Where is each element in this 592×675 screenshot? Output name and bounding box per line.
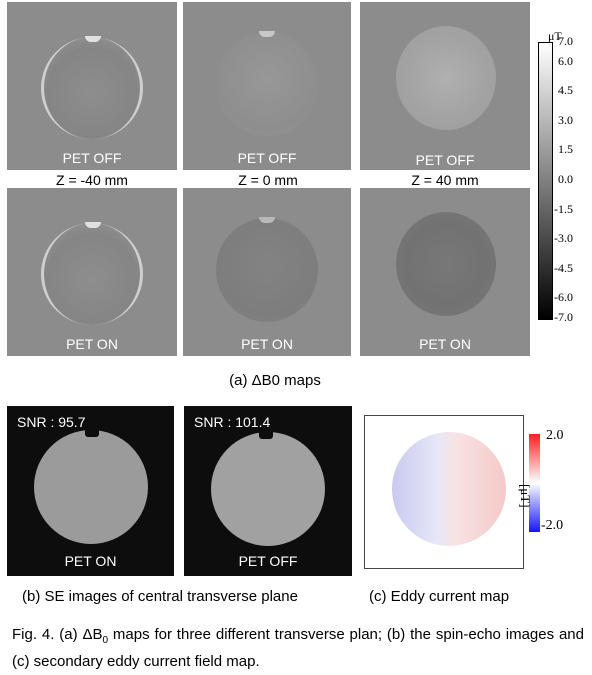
b0-map-off-z40: PET OFF <box>360 2 530 170</box>
b0-map-off-z-40: PET OFF <box>7 2 177 170</box>
state-label: PET ON <box>419 336 471 352</box>
state-label: PET ON <box>241 336 293 352</box>
colorbar-tick: 0.0 <box>558 172 573 186</box>
b0-map-on-z40: PET ON <box>360 188 530 356</box>
colorbar-tick: 3.0 <box>558 112 573 127</box>
b0-map-off-z0: PET OFF <box>183 2 351 170</box>
b0-colorbar <box>538 42 553 320</box>
state-label: PET OFF <box>238 553 298 569</box>
phantom-disk <box>216 32 318 136</box>
colorbar-tick: -4.5 <box>554 260 573 275</box>
colorbar-tick: -3.0 <box>554 231 573 246</box>
caption-a: (a) ΔB0 maps <box>229 372 321 389</box>
colorbar-tick: -6.0 <box>554 290 573 305</box>
state-label: PET OFF <box>62 150 122 166</box>
figure-caption: Fig. 4. (a) ΔB0 maps for three different… <box>12 626 584 670</box>
caption-c: (c) Eddy current map <box>369 588 510 605</box>
b0-map-on-z-40: PET ON <box>7 188 177 356</box>
eddy-disk <box>392 432 506 546</box>
z-label: Z = -40 mm <box>56 172 128 188</box>
colorbar-tick: 6.0 <box>558 53 573 68</box>
z-label: Z = 40 mm <box>411 172 479 188</box>
state-label: PET OFF <box>415 152 475 168</box>
phantom-disk <box>41 37 143 139</box>
eddy-colorbar <box>529 434 540 532</box>
colorbar-tick: -1.5 <box>554 201 573 216</box>
snr-label: SNR : 101.4 <box>194 414 271 430</box>
phantom-disk <box>211 432 325 546</box>
colorbar-tick: 7.0 <box>558 34 573 48</box>
colorbar-tick: 4.5 <box>558 83 573 98</box>
colorbar-tick: -7.0 <box>554 310 573 324</box>
phantom-disk <box>396 212 496 316</box>
phantom-disk <box>34 430 148 544</box>
eddy-tick-min: -2.0 <box>541 518 564 533</box>
se-image-pet-on: SNR : 95.7 PET ON <box>7 406 174 576</box>
state-label: PET ON <box>64 553 117 569</box>
eddy-tick-max: 2.0 <box>546 428 564 443</box>
se-image-pet-off: SNR : 101.4 PET OFF <box>184 406 352 576</box>
colorbar-unit: μT <box>548 29 562 43</box>
phantom-disk <box>216 218 318 322</box>
eddy-unit: [μT] <box>518 484 533 508</box>
b0-map-on-z0: PET ON <box>183 188 351 356</box>
state-label: PET ON <box>66 336 118 352</box>
phantom-disk <box>396 26 496 130</box>
colorbar-tick: 1.5 <box>558 142 573 157</box>
phantom-disk <box>41 223 143 325</box>
state-label: PET OFF <box>237 150 297 166</box>
eddy-map-frame <box>364 415 524 569</box>
caption-b: (b) SE images of central transverse plan… <box>22 588 298 605</box>
z-label: Z = 0 mm <box>238 172 298 188</box>
snr-label: SNR : 95.7 <box>17 414 86 430</box>
